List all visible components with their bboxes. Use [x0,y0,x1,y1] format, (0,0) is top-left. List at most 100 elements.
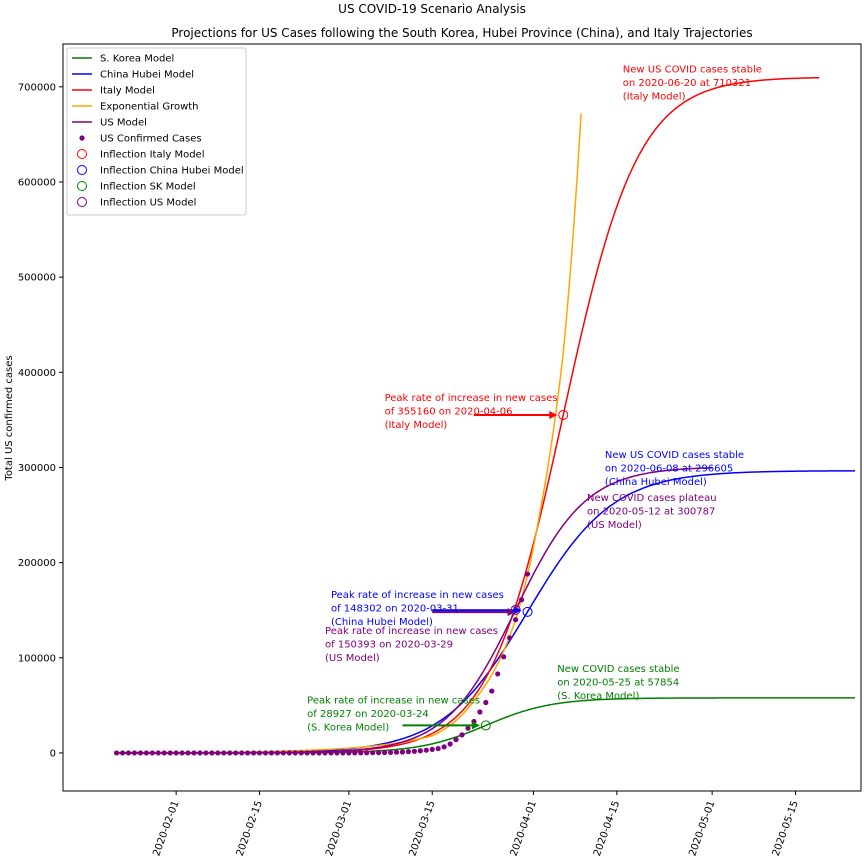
legend-label-s-korea-model: S. Korea Model [100,54,174,65]
data-point-us-confirmed-cases [346,750,352,756]
annotation-text-hubei-stable: New US COVID cases stable [605,450,744,461]
inflection-marker-inflection-italy-model [558,409,569,420]
plot-area [114,76,856,756]
data-point-us-confirmed-cases [256,750,263,756]
data-point-us-confirmed-cases [417,748,423,754]
data-point-us-confirmed-cases [376,750,382,756]
data-point-us-confirmed-cases [304,750,310,756]
data-point-us-confirmed-cases [137,750,144,756]
inflection-marker-inflection-china-hubei-model [522,606,533,617]
y-tick-label-400000: 400000 [18,368,56,379]
legend-box [66,47,247,216]
data-point-us-confirmed-cases [483,699,489,706]
data-point-us-confirmed-cases [298,750,304,756]
data-point-us-confirmed-cases [518,597,525,603]
data-point-us-confirmed-cases [381,749,388,756]
data-point-us-confirmed-cases [435,745,441,752]
annotation-arrowhead-sk-peak [471,721,480,730]
data-point-us-confirmed-cases [149,750,155,756]
annotation-text-sk-peak: Peak rate of increase in new cases [307,695,480,706]
data-point-us-confirmed-cases [245,750,251,756]
annotation-text-sk-stable: New COVID cases stable [557,664,679,675]
data-point-us-confirmed-cases [155,750,161,756]
data-point-us-confirmed-cases [191,750,197,756]
x-tick-label-2020-04-01: 2020-04-01 [509,799,539,857]
annotation-text-hubei-peak: (China Hubei Model) [331,617,433,628]
data-point-us-confirmed-cases [453,737,459,743]
x-tick-label-2020-02-15: 2020-02-15 [235,799,265,857]
data-point-us-confirmed-cases [250,750,257,756]
annotation-text-sk-stable: on 2020-05-25 at 57854 [557,678,679,689]
annotation-text-italy-peak: of 355160 on 2020-04-06 [385,406,513,417]
annotation-text-sk-peak: of 28927 on 2020-03-24 [307,709,429,720]
data-point-us-confirmed-cases [340,750,346,756]
data-point-us-confirmed-cases [131,750,138,756]
data-point-us-confirmed-cases [233,750,239,756]
data-point-us-confirmed-cases [447,741,453,747]
legend-swatch-inflection-sk-model [77,181,87,191]
data-point-us-confirmed-cases [221,750,227,756]
data-point-us-confirmed-cases [262,750,269,756]
annotation-text-us-plateau: on 2020-05-12 at 300787 [587,506,715,517]
x-tick-label-2020-05-01: 2020-05-01 [687,799,717,857]
legend-label-exponential-growth: Exponential Growth [100,102,199,113]
data-point-us-confirmed-cases [364,750,370,756]
data-point-us-confirmed-cases [316,750,322,756]
annotation-text-italy-stable: (Italy Model) [623,92,686,103]
data-point-us-confirmed-cases [292,750,298,756]
data-point-us-confirmed-cases [489,688,495,694]
data-point-us-confirmed-cases [274,750,280,756]
legend-label-inflection-italy-model: Inflection Italy Model [100,150,204,161]
legend-label-china-hubei-model: China Hubei Model [100,70,194,81]
annotation-text-hubei-stable: on 2020-06-08 at 296605 [605,463,733,474]
y-tick-label-0: 0 [50,748,56,759]
data-point-us-confirmed-cases [399,749,406,755]
series-line-s-korea-model [116,697,856,754]
annotation-text-italy-stable: on 2020-06-20 at 710321 [623,78,751,89]
data-point-us-confirmed-cases [441,744,447,750]
data-point-us-confirmed-cases [209,750,215,756]
data-point-us-confirmed-cases [524,571,531,577]
data-point-us-confirmed-cases [387,749,394,756]
annotation-text-hubei-peak: Peak rate of increase in new cases [331,590,504,601]
legend-label-inflection-us-model: Inflection US Model [100,198,196,209]
annotation-arrowhead-us-peak [507,608,516,617]
data-point-us-confirmed-cases [405,749,411,755]
data-point-us-confirmed-cases [119,750,126,756]
annotation-text-italy-peak: (Italy Model) [385,420,448,431]
annotation-text-sk-stable: (S. Korea Model) [557,691,639,702]
data-point-us-confirmed-cases [501,654,507,660]
data-point-us-confirmed-cases [179,750,185,756]
y-tick-label-100000: 100000 [18,653,56,664]
x-tick-label-2020-03-15: 2020-03-15 [407,799,437,857]
data-point-us-confirmed-cases [465,725,471,731]
data-point-us-confirmed-cases [125,750,132,756]
y-tick-label-600000: 600000 [18,177,56,188]
y-tick-label-300000: 300000 [18,463,56,474]
data-point-us-confirmed-cases [286,750,292,756]
data-point-us-confirmed-cases [185,750,191,756]
data-point-us-confirmed-cases [268,750,275,756]
data-point-us-confirmed-cases [334,750,340,756]
annotation-arrowhead-hubei-peak [513,606,522,615]
series-points-us-confirmed-cases [114,571,531,756]
legend-label-inflection-sk-model: Inflection SK Model [100,182,196,193]
legend: S. Korea Model China Hubei Model Italy Mod… [66,47,247,216]
legend-label-inflection-china-hubei-model: Inflection China Hubei Model [100,166,244,177]
data-point-us-confirmed-cases [167,750,173,756]
data-point-us-confirmed-cases [310,750,316,756]
annotation-text-hubei-stable: (China Hubei Model) [605,477,707,488]
data-point-us-confirmed-cases [173,750,179,756]
data-point-us-confirmed-cases [477,709,483,715]
legend-label-us-model: US Model [100,118,147,129]
annotation-text-us-plateau: (US Model) [587,520,642,531]
annotation-text-us-peak: Peak rate of increase in new cases [325,626,498,637]
data-point-us-confirmed-cases [215,750,221,756]
legend-swatch-us-confirmed-cases [79,135,85,141]
data-point-us-confirmed-cases [370,750,376,756]
data-point-us-confirmed-cases [328,750,334,756]
legend-label-italy-model: Italy Model [100,86,155,97]
data-point-us-confirmed-cases [143,750,149,756]
annotation-text-sk-peak: (S. Korea Model) [307,722,389,733]
x-tick-label-2020-05-15: 2020-05-15 [771,799,801,857]
